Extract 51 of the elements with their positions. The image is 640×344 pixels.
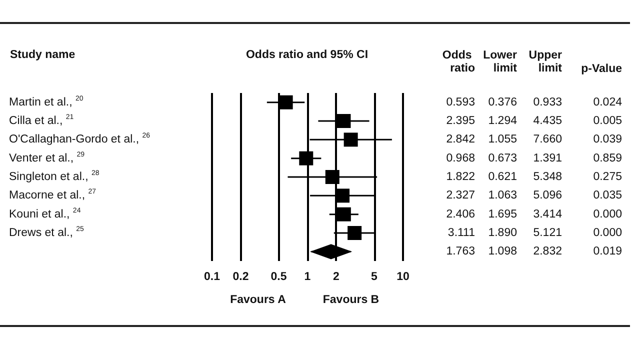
text: 0.035: [593, 190, 622, 202]
x-tick-label: 0.5: [270, 271, 288, 283]
text: 0.859: [593, 152, 622, 164]
text: 0.005: [593, 115, 622, 127]
text: Favours B: [322, 294, 380, 306]
text: 5.096: [533, 190, 562, 202]
text: 3.414: [533, 208, 563, 220]
text: Odds ratio: [442, 50, 475, 74]
x-tick-label: 0.1: [204, 271, 221, 283]
text: 0.000: [593, 208, 622, 220]
text: 2.327: [446, 190, 475, 202]
x-tick-label: 0.2: [232, 271, 249, 283]
text: p-Value: [581, 63, 622, 75]
text: 0.933: [533, 96, 562, 108]
text: 1.763: [446, 246, 475, 258]
text: 1.098: [488, 246, 517, 258]
x-tick-label: 1: [304, 271, 312, 283]
text: 1.391: [533, 152, 562, 164]
text: 3.111: [448, 227, 475, 239]
text: 0.000: [593, 227, 622, 239]
text: Study name: [10, 49, 76, 61]
text: 5.348: [533, 171, 562, 183]
text: 1.063: [488, 190, 517, 202]
text: 1.695: [488, 208, 517, 220]
x-tick-label: 2: [333, 271, 340, 283]
text: 5.121: [533, 227, 562, 239]
x-tick-label: 10: [396, 271, 410, 283]
text: 0.275: [593, 171, 622, 183]
text: Odds ratio and 95% CI: [246, 49, 368, 61]
text: Favours A: [230, 294, 286, 306]
x-tick-label: 5: [371, 271, 378, 283]
text: 0.593: [446, 96, 475, 108]
text: 0.024: [593, 96, 623, 108]
text: 7.660: [533, 134, 562, 146]
text: Lower limit: [483, 50, 518, 74]
text: 1.294: [488, 115, 518, 127]
text: 0.968: [446, 152, 475, 164]
text: 0.019: [593, 246, 622, 258]
text: 0.039: [593, 134, 622, 146]
text: Upper limit: [528, 50, 563, 74]
text: 2.406: [446, 208, 475, 220]
text: 0.376: [488, 96, 517, 108]
text: 0.621: [488, 171, 517, 183]
text: 2.832: [533, 246, 562, 258]
text: 4.435: [533, 115, 562, 127]
text: 1.890: [488, 227, 517, 239]
text: 2.395: [446, 115, 475, 127]
text: 1.822: [446, 171, 475, 183]
text: 2.842: [446, 134, 475, 146]
text: 1.055: [488, 134, 517, 146]
text: 0.673: [488, 152, 517, 164]
